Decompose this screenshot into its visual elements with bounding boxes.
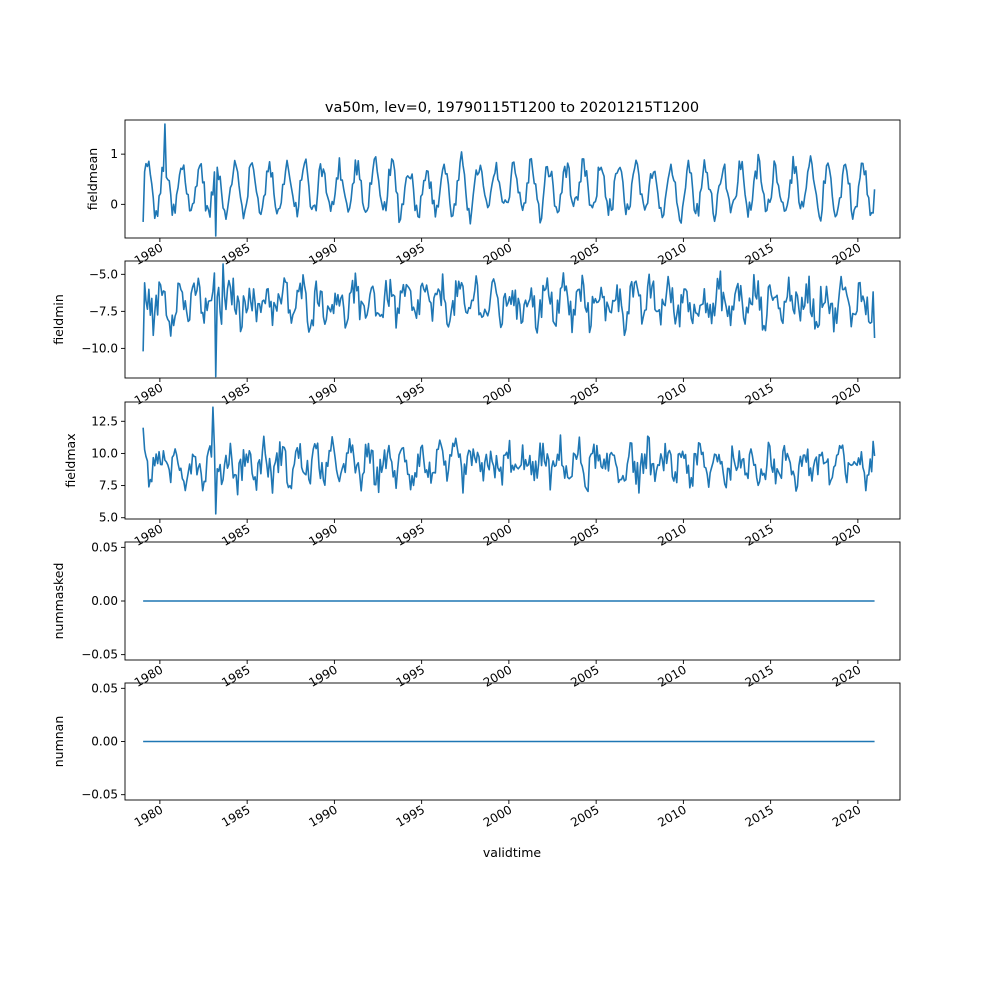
x-tick-label-fieldmean: 1990	[306, 240, 339, 267]
x-tick-label-nummasked: 1980	[132, 662, 165, 689]
x-tick-label-nummasked: 1985	[219, 662, 252, 689]
x-tick-label-fieldmin: 2005	[568, 380, 601, 407]
x-tick-label-nummasked: 2010	[655, 662, 688, 689]
subplot-numnan: −0.05 0.00 0.05 numnan 1980 1985 1990 1995 2000 2…	[51, 681, 901, 830]
series-line-fieldmin	[142, 263, 876, 378]
y-tick-label-numnan: 0.00	[91, 735, 118, 749]
y-tick-label-fieldmean: 0	[110, 197, 118, 211]
x-tick-label-nummasked: 2015	[743, 662, 776, 689]
x-tick-label-fieldmin: 2010	[655, 380, 688, 407]
y-axis-label-nummasked: nummasked	[51, 563, 66, 640]
chart-title: va50m, lev=0, 19790115T1200 to 20201215T…	[325, 100, 699, 116]
series-line-fieldmean	[142, 123, 876, 237]
x-tick-label-fieldmax: 2010	[655, 521, 688, 548]
x-tick-label-nummasked: 1990	[306, 662, 339, 689]
series-line-fieldmax	[142, 406, 876, 515]
x-tick-label-fieldmin: 1995	[394, 380, 427, 407]
x-tick-label-numnan: 1990	[306, 802, 339, 829]
x-tick-label-numnan: 2005	[568, 802, 601, 829]
x-tick-label-nummasked: 1995	[394, 662, 427, 689]
y-axis-label-fieldmax: fieldmax	[63, 433, 78, 487]
x-tick-label-numnan: 2010	[655, 802, 688, 829]
x-tick-label-fieldmean: 2010	[655, 240, 688, 267]
y-tick-label-nummasked: −0.05	[81, 648, 118, 662]
y-tick-label-fieldmax: 12.5	[91, 414, 118, 428]
x-tick-label-fieldmin: 2015	[743, 380, 776, 407]
x-tick-label-numnan: 1980	[132, 802, 165, 829]
x-tick-label-numnan: 1995	[394, 802, 427, 829]
y-tick-label-fieldmax: 7.5	[99, 479, 118, 493]
x-tick-label-fieldmin: 2000	[481, 380, 514, 407]
x-tick-label-fieldmean: 2005	[568, 240, 601, 267]
y-axis-label-numnan: numnan	[51, 716, 66, 768]
subplot-fieldmax: 5.0 7.5 10.0 12.5 fieldmax 1980 1985 1990 1995 20…	[63, 401, 901, 549]
subplot-fieldmin: −10.0 −7.5 −5.0 fieldmin 1980 1985 1990 1995 200…	[51, 260, 901, 408]
x-tick-label-fieldmean: 1995	[394, 240, 427, 267]
x-tick-label-fieldmax: 1980	[132, 521, 165, 548]
x-tick-label-fieldmean: 2020	[830, 240, 863, 267]
axes-frame-fieldmax	[124, 401, 901, 520]
x-tick-label-numnan: 2020	[830, 802, 863, 829]
x-tick-label-fieldmean: 2015	[743, 240, 776, 267]
y-axis-label-fieldmin: fieldmin	[51, 294, 66, 345]
y-tick-label-numnan: −0.05	[81, 788, 118, 802]
x-tick-label-fieldmax: 2005	[568, 521, 601, 548]
y-tick-label-fieldmin: −10.0	[81, 341, 118, 355]
x-tick-label-fieldmin: 1985	[219, 380, 252, 407]
y-axis-label-fieldmean: fieldmean	[85, 148, 100, 210]
x-tick-label-numnan: 2015	[743, 802, 776, 829]
axes-frame-fieldmean	[124, 119, 901, 239]
y-tick-label-fieldmax: 10.0	[91, 446, 118, 460]
x-tick-label-nummasked: 2005	[568, 662, 601, 689]
axes-frame-fieldmin	[124, 260, 901, 379]
y-tick-label-fieldmin: −7.5	[89, 304, 118, 318]
x-tick-label-fieldmin: 1980	[132, 380, 165, 407]
x-tick-label-fieldmax: 2015	[743, 521, 776, 548]
subplot-fieldmean: 0 1 fieldmean 1980 1985 1990 1995 2000 2005 2010 2…	[85, 119, 901, 268]
x-tick-label-fieldmax: 2020	[830, 521, 863, 548]
x-tick-label-fieldmin: 1990	[306, 380, 339, 407]
y-tick-label-fieldmin: −5.0	[89, 267, 118, 281]
x-tick-label-fieldmax: 2000	[481, 521, 514, 548]
subplot-nummasked: −0.05 0.00 0.05 nummasked 1980 1985 1990 1995 20…	[51, 540, 901, 690]
x-tick-label-numnan: 1985	[219, 802, 252, 829]
y-tick-label-fieldmax: 5.0	[99, 511, 118, 525]
x-tick-label-fieldmean: 1980	[132, 240, 165, 267]
x-tick-label-fieldmax: 1990	[306, 521, 339, 548]
y-tick-label-fieldmean: 1	[110, 147, 118, 161]
x-tick-label-fieldmax: 1995	[394, 521, 427, 548]
x-axis-label: validtime	[483, 845, 541, 860]
x-tick-label-fieldmean: 1985	[219, 240, 252, 267]
x-tick-label-nummasked: 2000	[481, 662, 514, 689]
x-tick-label-fieldmax: 1985	[219, 521, 252, 548]
x-tick-label-numnan: 2000	[481, 802, 514, 829]
x-tick-label-fieldmean: 2000	[481, 240, 514, 267]
y-tick-label-numnan: 0.05	[91, 681, 118, 695]
y-tick-label-nummasked: 0.00	[91, 594, 118, 608]
x-tick-label-nummasked: 2020	[830, 662, 863, 689]
x-tick-label-fieldmin: 2020	[830, 380, 863, 407]
y-tick-label-nummasked: 0.05	[91, 540, 118, 554]
